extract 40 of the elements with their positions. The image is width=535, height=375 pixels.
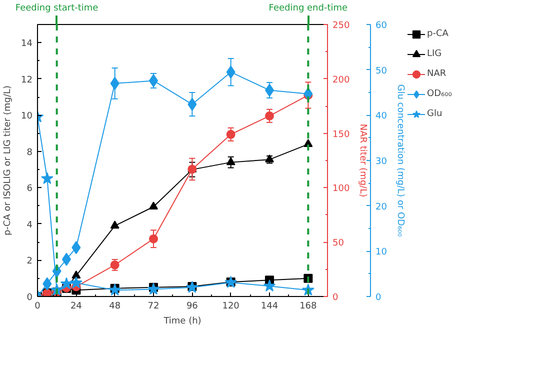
y-tick-label: 14	[21, 39, 33, 50]
y3-tick-label: 50	[376, 66, 388, 76]
y-tick-label: 2	[26, 256, 33, 267]
y-tick-label: 8	[26, 148, 33, 158]
y2-tick-label: 0	[332, 293, 338, 303]
x-tick-label: 72	[148, 302, 160, 312]
ref-line-label: Feeding start-time	[15, 4, 99, 14]
y3-tick-label: 10	[376, 248, 388, 258]
y2-axis-title: NAR titer (mg/L)	[358, 124, 368, 198]
ref-line-label: Feeding end-time	[268, 4, 348, 14]
y-tick-label: 0	[26, 293, 33, 303]
y3-tick-label: 60	[376, 21, 388, 31]
y2-tick-label: 250	[332, 21, 350, 31]
y2-tick-label: 100	[332, 184, 350, 194]
y-tick-label: 10	[21, 112, 33, 122]
legend-label: NAR	[427, 69, 447, 79]
x-tick-label: 48	[109, 302, 121, 312]
y2-tick-label: 200	[332, 75, 350, 86]
x-tick-label: 96	[186, 302, 198, 312]
y2-tick-label: 150	[332, 130, 350, 140]
x-tick-label: 24	[70, 302, 82, 312]
y-tick-label: 4	[26, 220, 33, 230]
legend-label: Glu	[427, 109, 444, 119]
legend-label: LIG	[427, 49, 443, 59]
legend-label: OD₆₀₀	[427, 89, 452, 99]
y3-tick-label: 20	[376, 202, 388, 212]
y3-tick-label: 0	[376, 293, 382, 303]
y-tick-label: 6	[26, 184, 33, 194]
x-tick-label: 120	[222, 302, 240, 312]
y3-tick-label: 40	[376, 112, 388, 122]
x-tick-label: 168	[300, 302, 318, 312]
y-tick-label: 12	[21, 75, 32, 86]
y3-tick-label: 30	[376, 157, 388, 167]
legend-label: p-CA	[427, 29, 448, 39]
x-tick-label: 0	[34, 302, 41, 312]
x-tick-label: 144	[260, 302, 278, 312]
y-axis-title: p-CA or ISOLIG or LIG titer (mg/L)	[3, 85, 14, 236]
y2-tick-label: 50	[332, 238, 344, 249]
y3-axis-title: Glu concentration (mg/L) or OD₆₀₀	[394, 84, 405, 238]
x-axis-title: Time (h)	[162, 316, 202, 326]
